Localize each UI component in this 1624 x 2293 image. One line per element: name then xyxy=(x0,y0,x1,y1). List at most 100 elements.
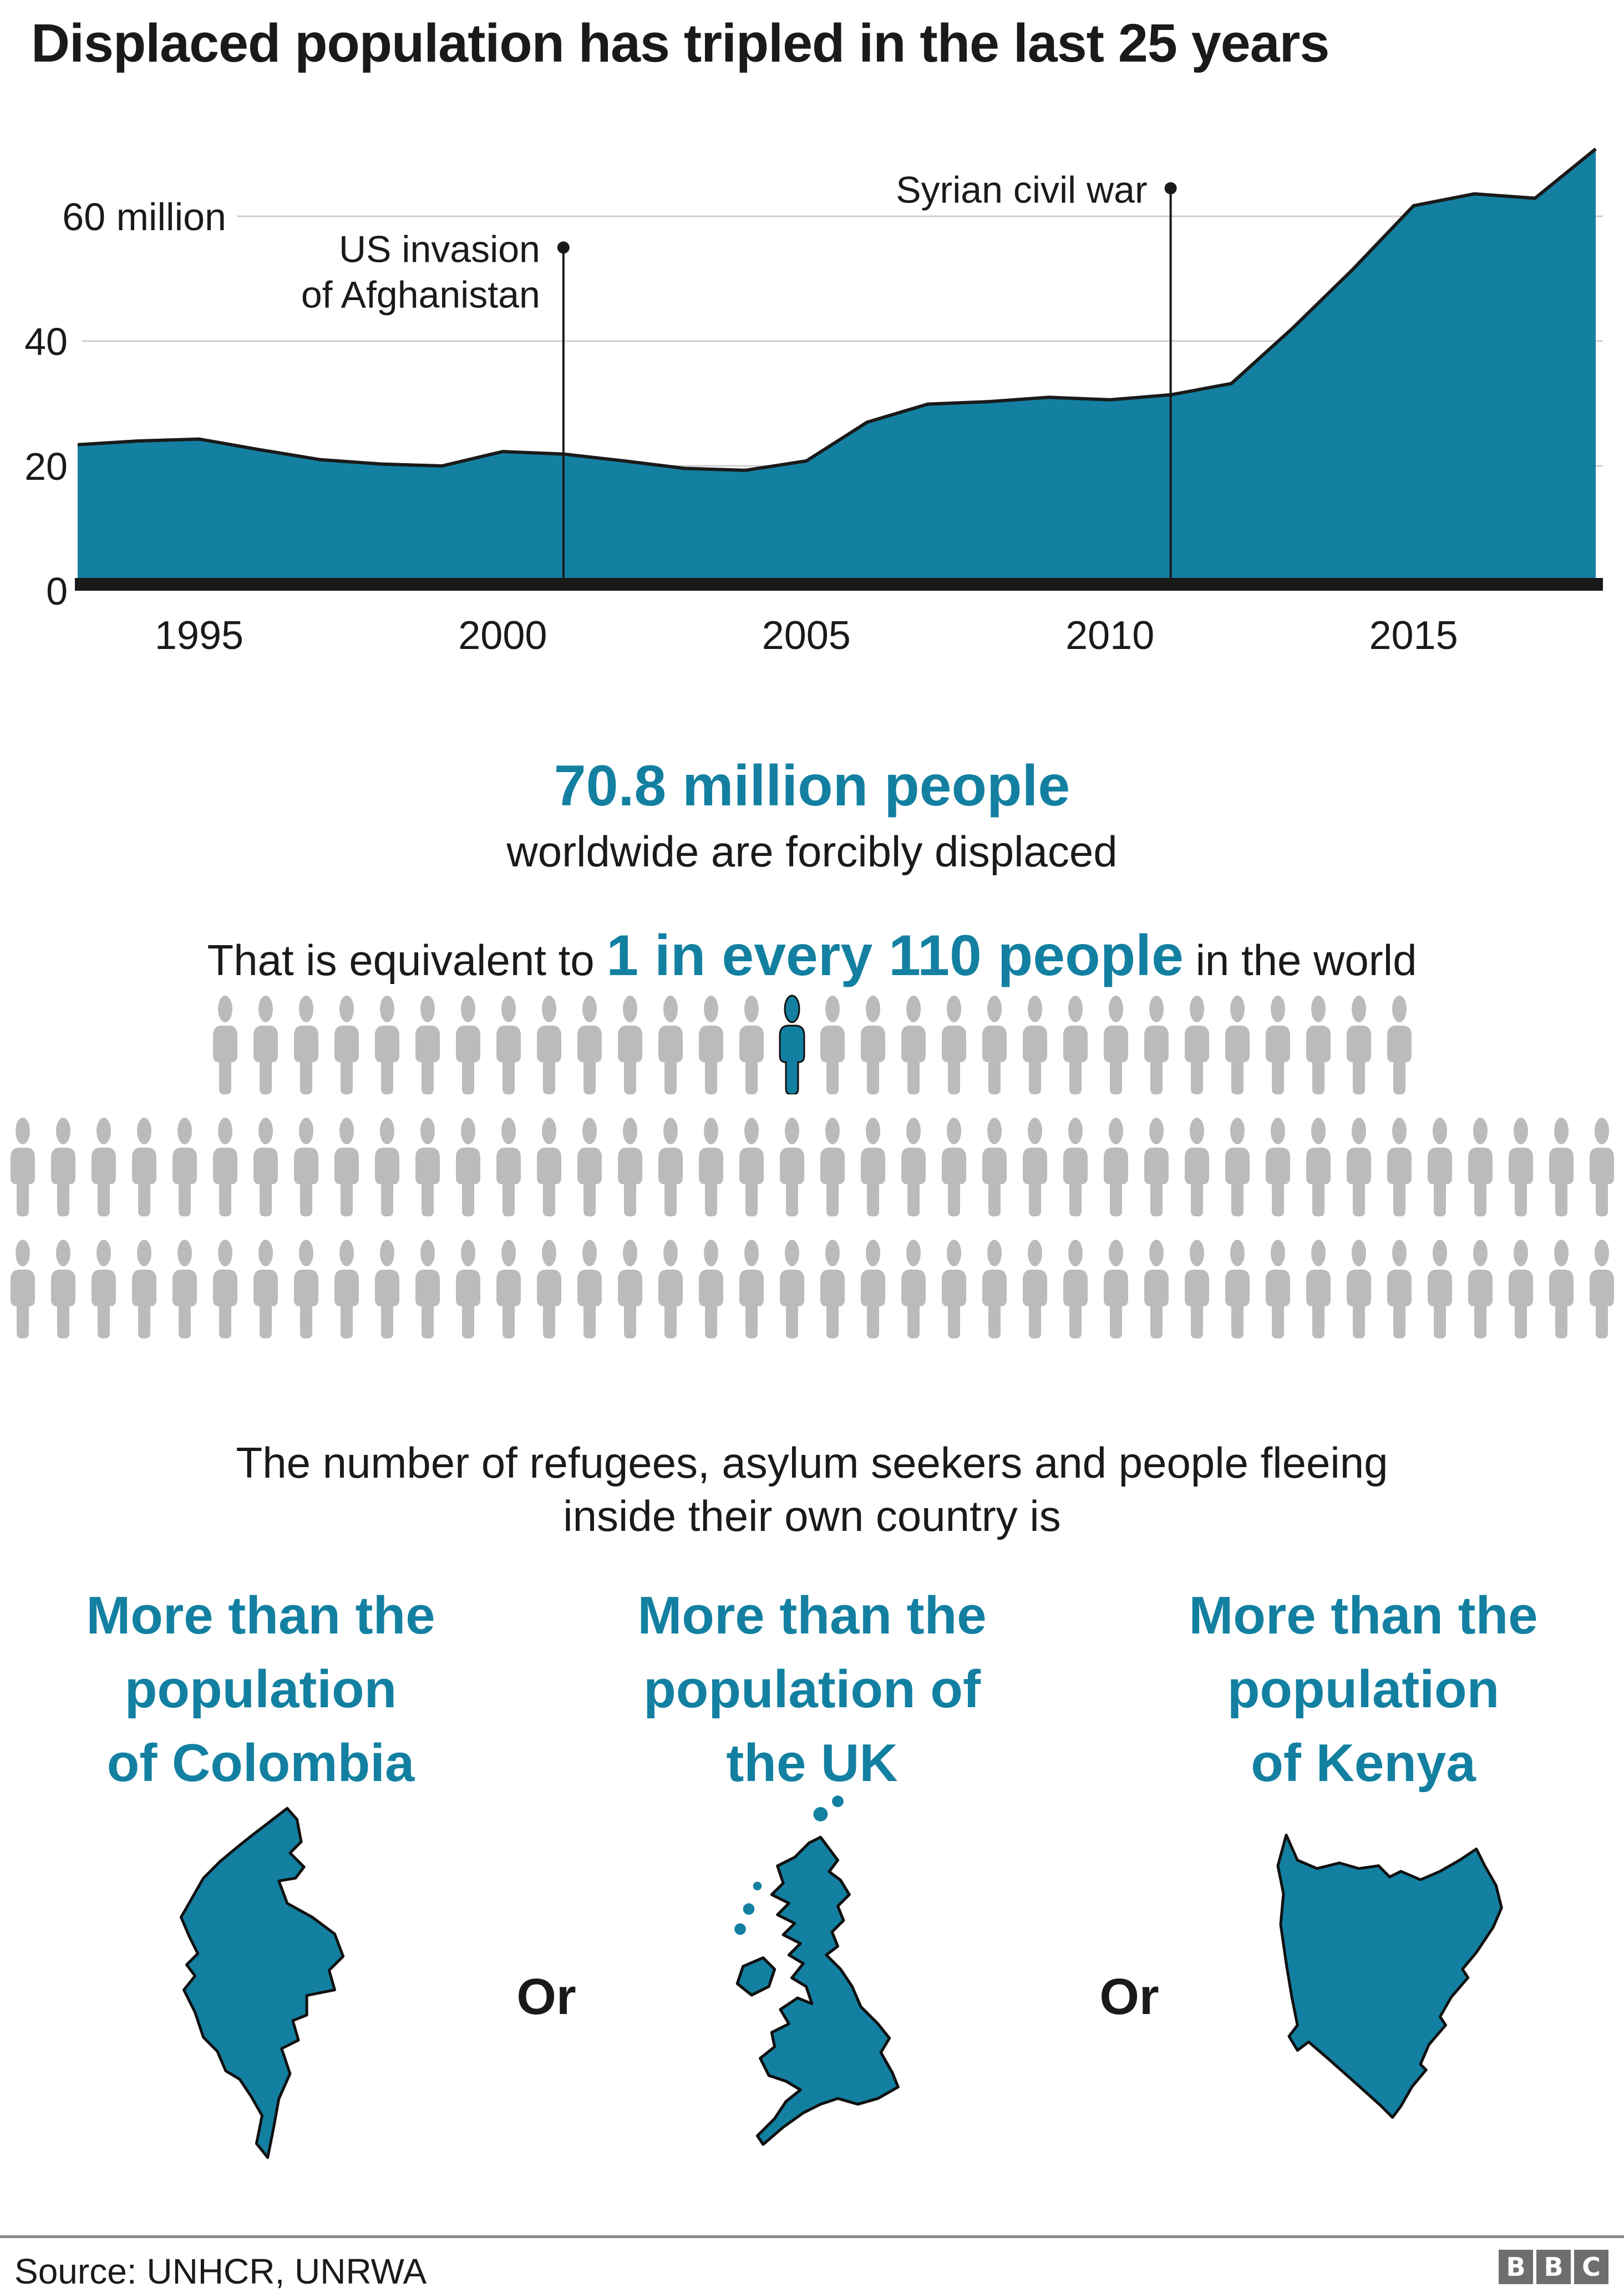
person-icon xyxy=(1463,1239,1498,1338)
person-icon xyxy=(1139,1117,1174,1216)
person-icon xyxy=(208,995,242,1094)
person-icon xyxy=(1099,1117,1133,1216)
uk-island xyxy=(734,1923,746,1935)
person-icon xyxy=(815,995,850,1094)
highlighted-person-icon xyxy=(775,995,809,1094)
headline-stat-caption: worldwide are forcibly displaced xyxy=(506,827,1118,876)
equivalence-highlight: 1 in every 110 people xyxy=(606,924,1184,988)
person-icon xyxy=(248,1117,283,1216)
person-icon xyxy=(1423,1239,1457,1338)
person-icon xyxy=(410,1239,445,1338)
kenya-map xyxy=(1276,1833,1503,2119)
person-icon xyxy=(248,995,283,1094)
person-icon xyxy=(6,1117,40,1216)
person-icon xyxy=(937,1117,971,1216)
equivalence-prefix: That is equivalent to xyxy=(207,936,607,985)
person-icon xyxy=(1058,1239,1093,1338)
person-icon xyxy=(1220,995,1255,1094)
person-icon xyxy=(208,1239,242,1338)
or-separator-2: Or xyxy=(1099,1969,1159,2025)
refugee-statement-line2: inside their own country is xyxy=(563,1492,1061,1540)
person-icon xyxy=(572,995,607,1094)
person-icon xyxy=(1342,1239,1376,1338)
equivalence-sentence: That is equivalent to 1 in every 110 peo… xyxy=(0,923,1624,989)
annotation-label: US invasion xyxy=(339,228,540,270)
person-icon xyxy=(1180,1239,1214,1338)
uk-shape xyxy=(755,1835,900,2146)
person-icon xyxy=(168,1117,202,1216)
person-icon xyxy=(329,995,364,1094)
person-icon xyxy=(1504,1239,1538,1338)
comparison-heading-kenya: More than the population of Kenya xyxy=(1189,1586,1538,1793)
person-icon xyxy=(491,1239,526,1338)
footer-divider xyxy=(0,2235,1624,2238)
person-icon xyxy=(815,1239,850,1338)
person-icon xyxy=(289,995,323,1094)
kenya-shape xyxy=(1276,1833,1503,2119)
person-icon xyxy=(1301,1117,1336,1216)
person-icon xyxy=(937,995,971,1094)
person-icon xyxy=(1382,1117,1417,1216)
person-icon xyxy=(370,1239,404,1338)
person-icon xyxy=(856,1239,890,1338)
person-icon xyxy=(410,1117,445,1216)
person-icon xyxy=(1544,1117,1579,1216)
comparison-heading-uk: More than the population of the UK xyxy=(637,1586,987,1793)
page-title: Displaced population has tripled in the … xyxy=(31,13,1329,73)
person-icon xyxy=(1099,1239,1133,1338)
person-icon xyxy=(1585,1239,1619,1338)
person-icon xyxy=(1342,1117,1376,1216)
person-icon xyxy=(451,1117,485,1216)
pictogram-row-1 xyxy=(0,995,1624,1094)
person-icon xyxy=(1261,995,1295,1094)
annotation-dot-1 xyxy=(1164,182,1177,195)
uk-shape xyxy=(735,1956,777,1997)
person-icon xyxy=(856,995,890,1094)
y-tick-label: 20 xyxy=(24,445,68,488)
person-icon xyxy=(1342,995,1376,1094)
person-icon xyxy=(289,1117,323,1216)
person-icon xyxy=(1220,1239,1255,1338)
person-icon xyxy=(734,995,769,1094)
person-icon xyxy=(977,995,1012,1094)
person-icon xyxy=(168,1239,202,1338)
or-separator-1: Or xyxy=(516,1969,576,2025)
area-outline xyxy=(77,148,1597,472)
person-icon xyxy=(734,1117,769,1216)
source-credit: Source: UNHCR, UNRWA xyxy=(14,2251,427,2291)
area-fill xyxy=(78,149,1596,591)
y-tick-label: 60 million xyxy=(62,195,226,239)
person-icon xyxy=(1261,1239,1295,1338)
person-icon xyxy=(370,995,404,1094)
person-icon xyxy=(1139,995,1174,1094)
person-icon xyxy=(896,1117,931,1216)
uk-island xyxy=(813,1807,828,1822)
person-icon xyxy=(1220,1117,1255,1216)
person-icon xyxy=(977,1239,1012,1338)
uk-map xyxy=(734,1795,900,2146)
person-icon xyxy=(1018,1239,1052,1338)
person-icon xyxy=(775,1117,809,1216)
person-icon xyxy=(1463,1117,1498,1216)
person-icon xyxy=(491,1117,526,1216)
person-icon xyxy=(289,1239,323,1338)
pictogram-row-3 xyxy=(0,1239,1624,1338)
person-icon xyxy=(653,1239,688,1338)
person-icon xyxy=(1423,1117,1457,1216)
headline-stat: 70.8 million people xyxy=(554,754,1070,818)
person-icon xyxy=(1099,995,1133,1094)
annotation-label: Syrian civil war xyxy=(896,169,1147,211)
person-icon xyxy=(775,1239,809,1338)
person-icon xyxy=(329,1239,364,1338)
person-icon xyxy=(1382,995,1417,1094)
person-icon xyxy=(937,1239,971,1338)
person-icon xyxy=(410,995,445,1094)
y-tick-label: 40 xyxy=(24,320,68,363)
person-icon xyxy=(1504,1117,1538,1216)
x-tick-label: 2005 xyxy=(762,613,851,658)
person-icon xyxy=(613,1239,647,1338)
person-icon xyxy=(329,1117,364,1216)
person-icon xyxy=(370,1117,404,1216)
